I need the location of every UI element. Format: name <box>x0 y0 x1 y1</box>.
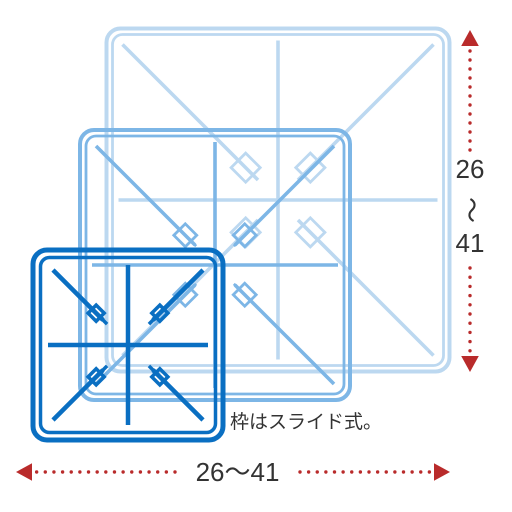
caption-text: 枠はスライド式。 <box>230 411 382 433</box>
dim-vertical-mid: 〜 <box>456 197 486 223</box>
dim-vertical-top: 26 <box>456 154 485 184</box>
dimension-vertical: 26 〜 41 <box>456 30 486 372</box>
diagram-canvas: 26〜4126〜41枠はスライド式。 <box>0 0 512 512</box>
dimension-horizontal: 26〜41 <box>16 457 450 487</box>
frame <box>33 250 223 440</box>
dim-horizontal-label: 26〜41 <box>196 457 280 487</box>
dim-vertical-bot: 41 <box>456 228 485 258</box>
